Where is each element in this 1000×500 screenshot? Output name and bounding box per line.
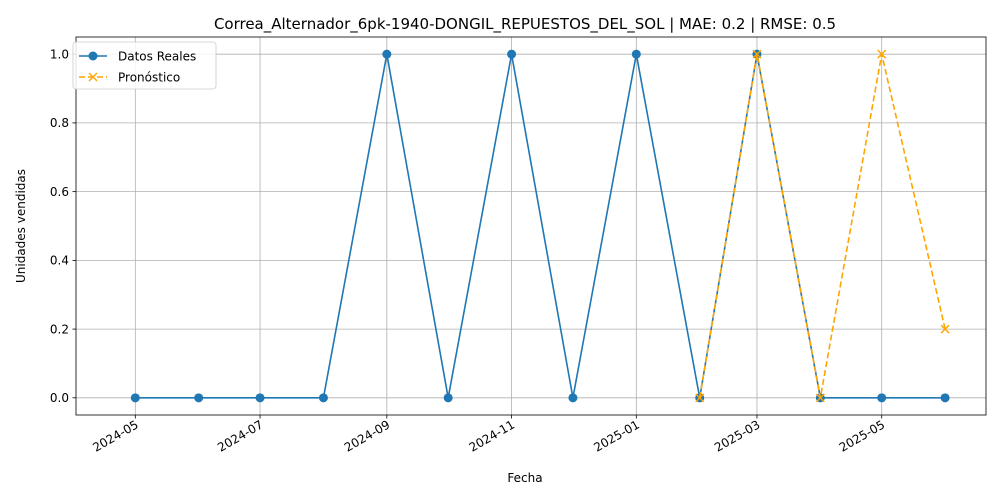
y-tick-label: 0.4	[50, 254, 69, 268]
x-axis: 2024-05 2024-07 2024-09 2024-11 2025-01 2025-…	[90, 415, 887, 455]
data-point	[752, 49, 762, 59]
data-point	[815, 393, 825, 403]
data-point	[130, 393, 140, 403]
legend-marker	[88, 51, 98, 61]
plot-area	[76, 37, 986, 415]
x-axis-label: Fecha	[507, 471, 542, 485]
data-point	[382, 49, 392, 59]
data-point	[568, 393, 578, 403]
y-tick-label: 0.0	[50, 391, 69, 405]
legend-label: Pronóstico	[118, 70, 180, 84]
y-tick-label: 0.2	[50, 322, 69, 336]
y-axis: 0.0 0.2 0.4 0.6 0.8 1.0	[50, 47, 76, 405]
series-group	[130, 49, 950, 403]
data-point	[877, 49, 887, 59]
data-point	[631, 49, 641, 59]
legend-box	[72, 41, 217, 90]
x-tick-label: 2025-01	[591, 417, 641, 454]
data-point	[877, 393, 887, 403]
y-tick-label: 0.8	[50, 116, 69, 130]
data-point	[695, 393, 705, 403]
data-point	[194, 393, 204, 403]
series-pronostico	[695, 49, 950, 403]
x-tick-label: 2024-11	[467, 417, 517, 454]
data-point	[318, 393, 328, 403]
x-tick-label: 2024-09	[342, 417, 392, 454]
x-tick-label: 2025-05	[837, 417, 887, 454]
plot-frame	[75, 36, 987, 416]
chart-title: Correa_Alternador_6pk-1940-DONGIL_REPUES…	[214, 15, 836, 34]
grid	[76, 37, 986, 415]
x-tick-label: 2025-03	[712, 417, 762, 454]
legend-marker	[88, 72, 98, 82]
y-tick-label: 1.0	[50, 47, 69, 61]
x-tick-label: 2024-05	[90, 417, 140, 454]
data-point	[255, 393, 265, 403]
data-point	[443, 393, 453, 403]
data-point	[940, 324, 950, 334]
y-tick-label: 0.6	[50, 185, 69, 199]
data-point	[507, 49, 517, 59]
legend-label: Datos Reales	[118, 49, 196, 63]
x-tick-label: 2024-07	[215, 417, 265, 454]
legend: Datos Reales Pronóstico	[72, 41, 217, 90]
data-point	[940, 393, 950, 403]
y-axis-label: Unidades vendidas	[14, 169, 28, 283]
